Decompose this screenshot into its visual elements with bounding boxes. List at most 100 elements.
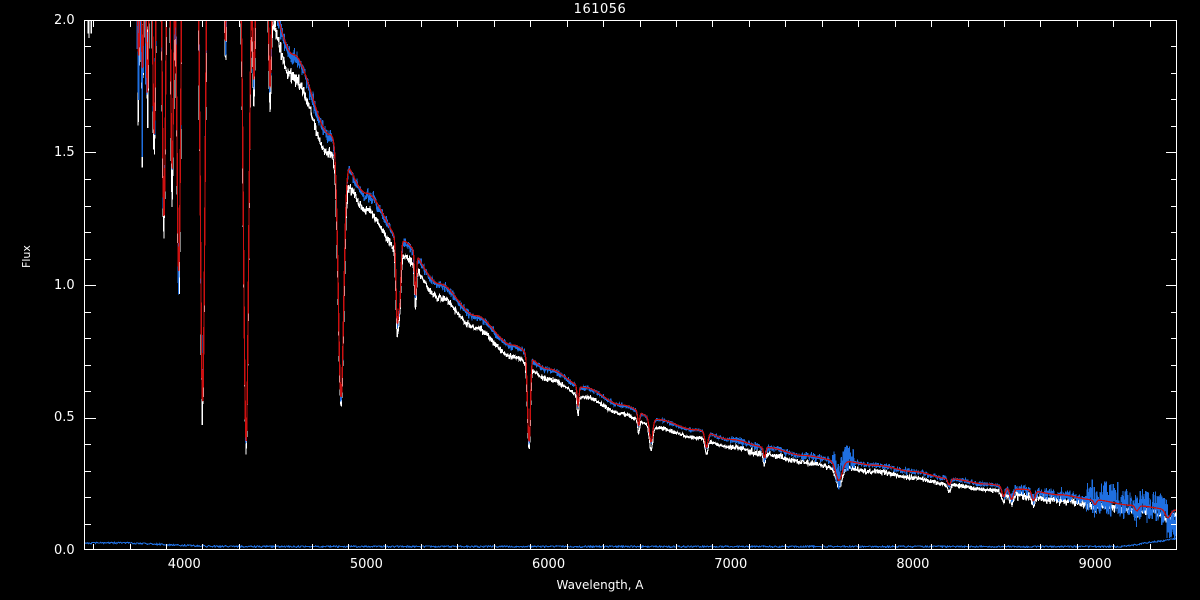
x-minor-tick (567, 544, 568, 550)
y-minor-tick (85, 391, 91, 392)
y-major-tick-right (1166, 152, 1177, 153)
x-minor-tick (1150, 544, 1151, 550)
x-minor-tick-top (1004, 21, 1005, 27)
x-minor-tick (202, 544, 203, 550)
x-minor-tick-top (421, 21, 422, 27)
x-minor-tick-top (494, 21, 495, 27)
y-minor-tick (85, 497, 91, 498)
x-minor-tick (239, 544, 240, 550)
x-tick-label: 9000 (1078, 557, 1112, 572)
x-minor-tick-top (749, 21, 750, 27)
x-minor-tick (640, 544, 641, 550)
x-minor-tick-top (968, 21, 969, 27)
x-minor-tick-top (1150, 21, 1151, 27)
x-minor-tick-top (640, 21, 641, 27)
x-minor-tick (1004, 544, 1005, 550)
x-minor-tick-top (312, 21, 313, 27)
plot-frame (84, 20, 1177, 550)
y-minor-tick (85, 471, 91, 472)
x-minor-tick-top (202, 21, 203, 27)
y-minor-tick-right (1171, 444, 1177, 445)
y-minor-tick-right (1171, 471, 1177, 472)
x-minor-tick (166, 544, 167, 550)
x-minor-tick-top (530, 21, 531, 27)
x-minor-tick-top (348, 21, 349, 27)
x-minor-tick-top (785, 21, 786, 27)
y-tick-label: 2.0 (54, 12, 75, 28)
x-minor-tick (130, 544, 131, 550)
y-minor-tick (85, 312, 91, 313)
x-minor-tick-top (385, 21, 386, 27)
x-minor-tick-top (1077, 21, 1078, 27)
x-minor-tick-top (457, 21, 458, 27)
y-minor-tick (85, 444, 91, 445)
y-minor-tick-right (1171, 126, 1177, 127)
x-minor-tick (93, 544, 94, 550)
x-minor-tick-top (1040, 21, 1041, 27)
y-minor-tick (85, 73, 91, 74)
y-minor-tick (85, 126, 91, 127)
y-tick-label: 1.5 (54, 145, 75, 160)
x-minor-tick (312, 544, 313, 550)
y-minor-tick-right (1171, 46, 1177, 47)
y-major-tick (85, 152, 96, 153)
x-minor-tick (858, 544, 859, 550)
y-minor-tick-right (1171, 259, 1177, 260)
y-major-tick-right (1166, 418, 1177, 419)
error-spectrum-path (85, 537, 1176, 549)
x-minor-tick (530, 544, 531, 550)
y-minor-tick (85, 524, 91, 525)
x-minor-tick (968, 544, 969, 550)
y-tick-label: 1.0 (54, 277, 75, 293)
y-minor-tick-right (1171, 524, 1177, 525)
x-minor-tick (895, 544, 896, 550)
y-minor-tick-right (1171, 73, 1177, 74)
x-minor-tick (822, 544, 823, 550)
x-minor-tick-top (931, 21, 932, 27)
x-minor-tick (421, 544, 422, 550)
x-minor-tick (712, 544, 713, 550)
x-minor-tick (785, 544, 786, 550)
x-tick-label: 4000 (167, 557, 201, 572)
x-minor-tick-top (603, 21, 604, 27)
y-major-tick (85, 418, 96, 419)
x-minor-tick-top (275, 21, 276, 27)
model-fit-path (137, 21, 1176, 519)
x-minor-tick (494, 544, 495, 550)
x-axis-label: Wavelength, A (556, 578, 644, 592)
x-minor-tick-top (1113, 21, 1114, 27)
y-tick-label: 0.0 (54, 542, 75, 558)
x-tick-label: 7000 (714, 557, 748, 572)
x-tick-label: 6000 (532, 557, 566, 572)
x-minor-tick (1113, 544, 1114, 550)
x-minor-tick (1077, 544, 1078, 550)
y-minor-tick-right (1171, 312, 1177, 313)
y-axis-label: Flux (20, 245, 33, 268)
spectrum-curves (85, 21, 1176, 549)
x-minor-tick (275, 544, 276, 550)
x-minor-tick-top (858, 21, 859, 27)
y-minor-tick-right (1171, 206, 1177, 207)
x-minor-tick (457, 544, 458, 550)
x-tick-label: 5000 (349, 557, 383, 572)
x-minor-tick (676, 544, 677, 550)
x-minor-tick-top (712, 21, 713, 27)
y-minor-tick (85, 232, 91, 233)
y-minor-tick (85, 365, 91, 366)
y-minor-tick (85, 338, 91, 339)
x-minor-tick-top (93, 21, 94, 27)
y-minor-tick-right (1171, 338, 1177, 339)
y-minor-tick (85, 46, 91, 47)
y-minor-tick-right (1171, 179, 1177, 180)
y-minor-tick-right (1171, 365, 1177, 366)
comparison-spectrum-path (87, 21, 1176, 525)
y-major-tick-right (1166, 285, 1177, 286)
x-minor-tick-top (822, 21, 823, 27)
x-minor-tick (603, 544, 604, 550)
x-minor-tick-top (895, 21, 896, 27)
x-tick-label: 8000 (896, 557, 930, 572)
x-minor-tick (931, 544, 932, 550)
x-minor-tick (1040, 544, 1041, 550)
x-minor-tick (749, 544, 750, 550)
